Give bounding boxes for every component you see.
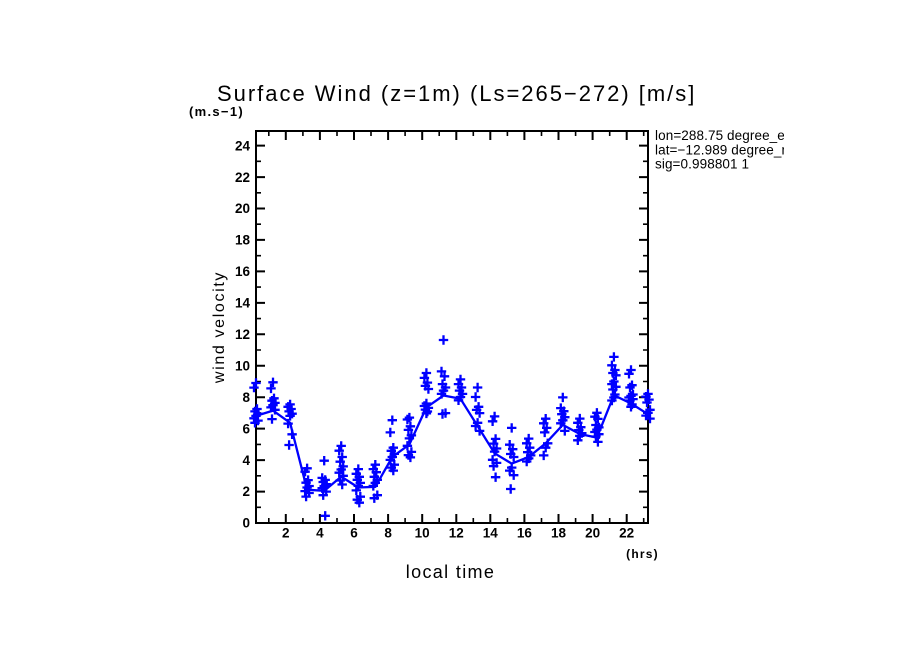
svg-text:12: 12 bbox=[235, 327, 250, 342]
svg-text:22: 22 bbox=[235, 170, 250, 185]
svg-text:20: 20 bbox=[235, 201, 250, 216]
svg-text:6: 6 bbox=[242, 421, 250, 436]
svg-text:local time: local time bbox=[406, 562, 496, 582]
svg-text:(m.s−1): (m.s−1) bbox=[189, 104, 244, 119]
svg-text:4: 4 bbox=[316, 526, 324, 541]
svg-text:22: 22 bbox=[619, 526, 634, 541]
svg-text:6: 6 bbox=[350, 526, 358, 541]
svg-text:2: 2 bbox=[242, 484, 250, 499]
svg-text:16: 16 bbox=[517, 526, 533, 541]
svg-text:20: 20 bbox=[585, 526, 600, 541]
svg-text:18: 18 bbox=[551, 526, 567, 541]
svg-text:0: 0 bbox=[242, 516, 250, 531]
svg-text:lon=288.75 degree_east: lon=288.75 degree_east bbox=[655, 128, 803, 143]
svg-text:10: 10 bbox=[235, 358, 250, 373]
svg-text:8: 8 bbox=[242, 390, 250, 405]
svg-text:18: 18 bbox=[235, 233, 251, 248]
svg-text:14: 14 bbox=[235, 296, 251, 311]
svg-text:(hrs): (hrs) bbox=[626, 547, 659, 561]
svg-text:Surface Wind (z=1m) (Ls=265−27: Surface Wind (z=1m) (Ls=265−272) [m/s] bbox=[217, 81, 696, 106]
svg-text:4: 4 bbox=[242, 453, 250, 468]
svg-text:24: 24 bbox=[235, 138, 251, 153]
svg-text:10: 10 bbox=[415, 526, 430, 541]
svg-text:8: 8 bbox=[384, 526, 392, 541]
svg-text:2: 2 bbox=[282, 526, 290, 541]
svg-text:sig=0.998801 1: sig=0.998801 1 bbox=[655, 157, 749, 172]
svg-text:16: 16 bbox=[235, 264, 251, 279]
svg-text:lat=−12.989 degree_north: lat=−12.989 degree_north bbox=[655, 142, 813, 157]
svg-text:wind velocity: wind velocity bbox=[211, 271, 228, 384]
svg-text:14: 14 bbox=[483, 526, 499, 541]
svg-text:12: 12 bbox=[449, 526, 464, 541]
